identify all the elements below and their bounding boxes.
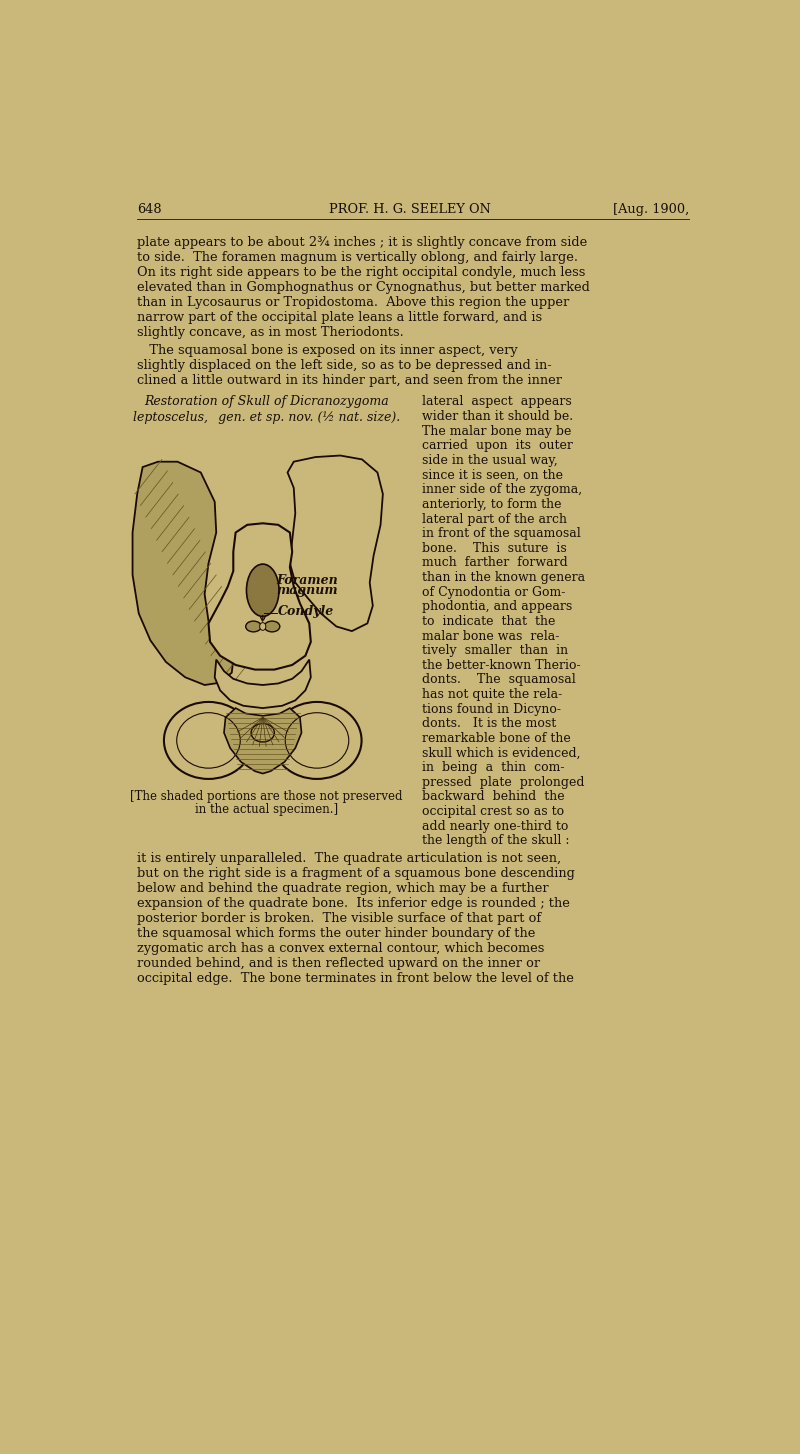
Text: backward  behind  the: backward behind the [422, 791, 564, 804]
Text: has not quite the rela-: has not quite the rela- [422, 688, 562, 701]
Text: 648: 648 [138, 202, 162, 215]
Text: of Cynodontia or Gom-: of Cynodontia or Gom- [422, 586, 565, 599]
Text: to side.  The foramen magnum is vertically oblong, and fairly large.: to side. The foramen magnum is verticall… [138, 252, 578, 265]
Text: occipital edge.  The bone terminates in front below the level of the: occipital edge. The bone terminates in f… [138, 973, 574, 986]
Text: much  farther  forward: much farther forward [422, 557, 567, 570]
Text: bone.    This  suture  is: bone. This suture is [422, 542, 566, 555]
Text: since it is seen, on the: since it is seen, on the [422, 468, 562, 481]
Text: occipital crest so as to: occipital crest so as to [422, 806, 564, 819]
Ellipse shape [273, 702, 362, 779]
Text: add nearly one-third to: add nearly one-third to [422, 820, 568, 833]
Text: below and behind the quadrate region, which may be a further: below and behind the quadrate region, wh… [138, 883, 549, 896]
Text: Restoration of Skull of Dicranozygoma: Restoration of Skull of Dicranozygoma [144, 395, 389, 409]
Text: rounded behind, and is then reflected upward on the inner or: rounded behind, and is then reflected up… [138, 957, 540, 970]
Text: donts.   It is the most: donts. It is the most [422, 717, 556, 730]
Text: inner side of the zygoma,: inner side of the zygoma, [422, 483, 582, 496]
Text: the length of the skull :: the length of the skull : [422, 835, 569, 848]
Text: tively  smaller  than  in: tively smaller than in [422, 644, 568, 657]
Text: magnum: magnum [277, 583, 338, 596]
Text: remarkable bone of the: remarkable bone of the [422, 731, 570, 744]
Text: than in the known genera: than in the known genera [422, 571, 585, 585]
Text: wider than it should be.: wider than it should be. [422, 410, 573, 423]
Text: Foramen: Foramen [277, 574, 338, 587]
Text: but on the right side is a fragment of a squamous bone descending: but on the right side is a fragment of a… [138, 867, 575, 880]
Text: in front of the squamosal: in front of the squamosal [422, 528, 580, 539]
Text: lateral  aspect  appears: lateral aspect appears [422, 395, 571, 409]
Text: Condyle: Condyle [278, 605, 334, 618]
Text: [The shaded portions are those not preserved: [The shaded portions are those not prese… [130, 791, 403, 804]
Text: [Aug. 1900,: [Aug. 1900, [613, 202, 689, 215]
Text: it is entirely unparalleled.  The quadrate articulation is not seen,: it is entirely unparalleled. The quadrat… [138, 852, 562, 865]
Polygon shape [214, 660, 310, 708]
Text: phodontia, and appears: phodontia, and appears [422, 601, 572, 614]
Text: skull which is evidenced,: skull which is evidenced, [422, 746, 580, 759]
Ellipse shape [260, 622, 266, 631]
Text: anteriorly, to form the: anteriorly, to form the [422, 497, 561, 510]
Text: narrow part of the occipital plate leans a little forward, and is: narrow part of the occipital plate leans… [138, 311, 542, 324]
Text: On its right side appears to be the right occipital condyle, much less: On its right side appears to be the righ… [138, 266, 586, 279]
Text: tions found in Dicyno-: tions found in Dicyno- [422, 702, 561, 715]
Text: PROF. H. G. SEELEY ON: PROF. H. G. SEELEY ON [329, 202, 491, 215]
Text: slightly concave, as in most Theriodonts.: slightly concave, as in most Theriodonts… [138, 326, 404, 339]
Text: plate appears to be about 2¾ inches ; it is slightly concave from side: plate appears to be about 2¾ inches ; it… [138, 236, 587, 249]
Text: clined a little outward in its hinder part, and seen from the inner: clined a little outward in its hinder pa… [138, 374, 562, 387]
Text: donts.    The  squamosal: donts. The squamosal [422, 673, 575, 686]
Text: the squamosal which forms the outer hinder boundary of the: the squamosal which forms the outer hind… [138, 928, 535, 941]
Text: carried  upon  its  outer: carried upon its outer [422, 439, 573, 452]
Polygon shape [224, 708, 302, 774]
Text: slightly displaced on the left side, so as to be depressed and in-: slightly displaced on the left side, so … [138, 359, 552, 372]
Ellipse shape [246, 621, 262, 632]
Text: The malar bone may be: The malar bone may be [422, 425, 571, 438]
Polygon shape [287, 455, 383, 631]
Text: elevated than in Gomphognathus or Cynognathus, but better marked: elevated than in Gomphognathus or Cynogn… [138, 281, 590, 294]
Ellipse shape [264, 621, 280, 632]
Text: malar bone was  rela-: malar bone was rela- [422, 630, 559, 643]
Text: to  indicate  that  the: to indicate that the [422, 615, 555, 628]
Text: posterior border is broken.  The visible surface of that part of: posterior border is broken. The visible … [138, 912, 542, 925]
Text: leptoscelus,  gen. et sp. nov. (½ nat. size).: leptoscelus, gen. et sp. nov. (½ nat. si… [133, 411, 400, 425]
Text: lateral part of the arch: lateral part of the arch [422, 512, 566, 525]
Ellipse shape [246, 564, 279, 616]
Text: in  being  a  thin  com-: in being a thin com- [422, 762, 564, 774]
Text: the better-known Therio-: the better-known Therio- [422, 659, 580, 672]
Text: zygomatic arch has a convex external contour, which becomes: zygomatic arch has a convex external con… [138, 942, 545, 955]
Text: The squamosal bone is exposed on its inner aspect, very: The squamosal bone is exposed on its inn… [138, 345, 518, 358]
Text: than in Lycosaurus or Tropidostoma.  Above this region the upper: than in Lycosaurus or Tropidostoma. Abov… [138, 297, 570, 310]
Text: pressed  plate  prolonged: pressed plate prolonged [422, 776, 584, 790]
Text: in the actual specimen.]: in the actual specimen.] [195, 803, 338, 816]
Text: expansion of the quadrate bone.  Its inferior edge is rounded ; the: expansion of the quadrate bone. Its infe… [138, 897, 570, 910]
Polygon shape [209, 523, 310, 670]
Ellipse shape [164, 702, 253, 779]
Text: side in the usual way,: side in the usual way, [422, 454, 558, 467]
Polygon shape [133, 462, 234, 685]
